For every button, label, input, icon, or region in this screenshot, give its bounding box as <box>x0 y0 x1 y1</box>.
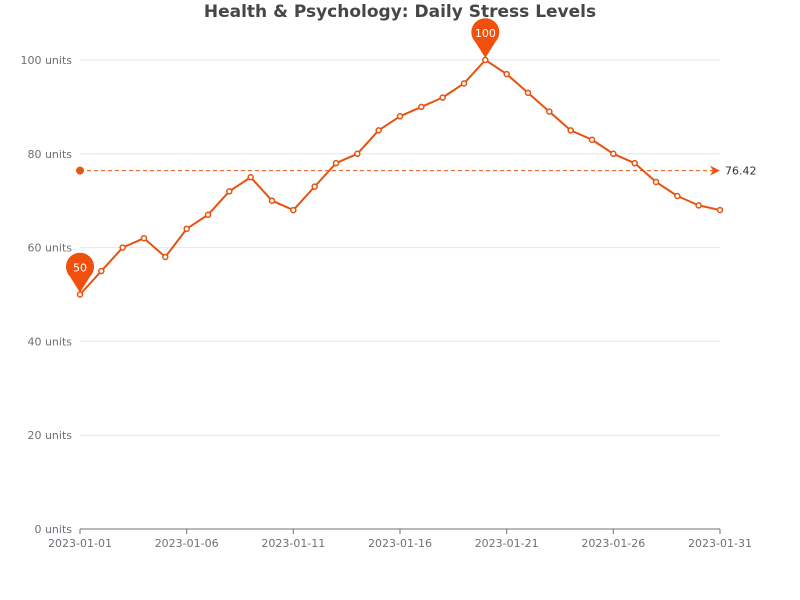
y-tick-label: 0 units <box>34 523 72 536</box>
data-point <box>375 127 382 134</box>
data-point <box>631 159 638 167</box>
data-point <box>98 267 105 275</box>
data-point <box>396 113 404 120</box>
data-point <box>482 56 489 64</box>
data-point <box>140 234 148 242</box>
data-point <box>247 174 254 181</box>
x-tick-label: 2023-01-11 <box>261 537 325 550</box>
average-label: 76.42 <box>725 165 757 178</box>
data-point <box>524 89 532 97</box>
data-point <box>76 291 84 298</box>
x-tick-label: 2023-01-26 <box>581 537 645 550</box>
data-point <box>418 103 425 111</box>
x-tick-label: 2023-01-16 <box>368 537 432 550</box>
y-tick-label: 20 units <box>27 429 72 442</box>
y-tick-label: 40 units <box>27 335 72 348</box>
y-tick-label: 60 units <box>27 242 72 255</box>
data-point <box>183 225 190 233</box>
average-line-layer: 76.42 <box>76 165 757 178</box>
y-tick-label: 100 units <box>20 54 72 67</box>
x-tick-label: 2023-01-01 <box>48 537 112 550</box>
average-line-start-dot <box>76 166 84 175</box>
min-pin <box>66 252 94 293</box>
data-point <box>588 136 596 143</box>
data-point <box>503 70 510 78</box>
average-line-arrow <box>710 165 720 176</box>
max-pin-label: 100 <box>475 27 496 40</box>
y-tick-label: 80 units <box>27 148 72 161</box>
data-point <box>119 244 126 251</box>
data-point <box>716 206 724 214</box>
x-tick-label: 2023-01-06 <box>155 537 219 550</box>
data-point <box>610 150 617 158</box>
data-point <box>652 178 660 186</box>
data-point <box>674 192 681 200</box>
marker-layer: 100 50 <box>66 18 500 293</box>
data-point <box>204 211 212 219</box>
chart-title: Health & Psychology: Daily Stress Levels <box>203 2 597 22</box>
axis-layer: 0 units 20 units 40 units 60 units 80 units 1… <box>20 54 752 550</box>
data-point <box>311 183 318 190</box>
series-layer <box>76 56 724 298</box>
data-point <box>439 94 446 101</box>
data-point <box>162 253 169 261</box>
data-point <box>695 202 702 209</box>
data-point <box>546 108 553 115</box>
data-point <box>354 150 361 158</box>
data-point <box>460 80 468 87</box>
data-point <box>290 206 297 214</box>
data-point <box>268 197 276 204</box>
data-point <box>226 188 233 195</box>
x-tick-label: 2023-01-21 <box>475 537 539 550</box>
series-line <box>79 59 721 296</box>
x-tick-label: 2023-01-31 <box>688 537 752 550</box>
data-point <box>332 159 340 167</box>
max-pin <box>471 18 500 58</box>
data-point <box>567 127 574 134</box>
min-pin-label: 50 <box>73 262 87 275</box>
